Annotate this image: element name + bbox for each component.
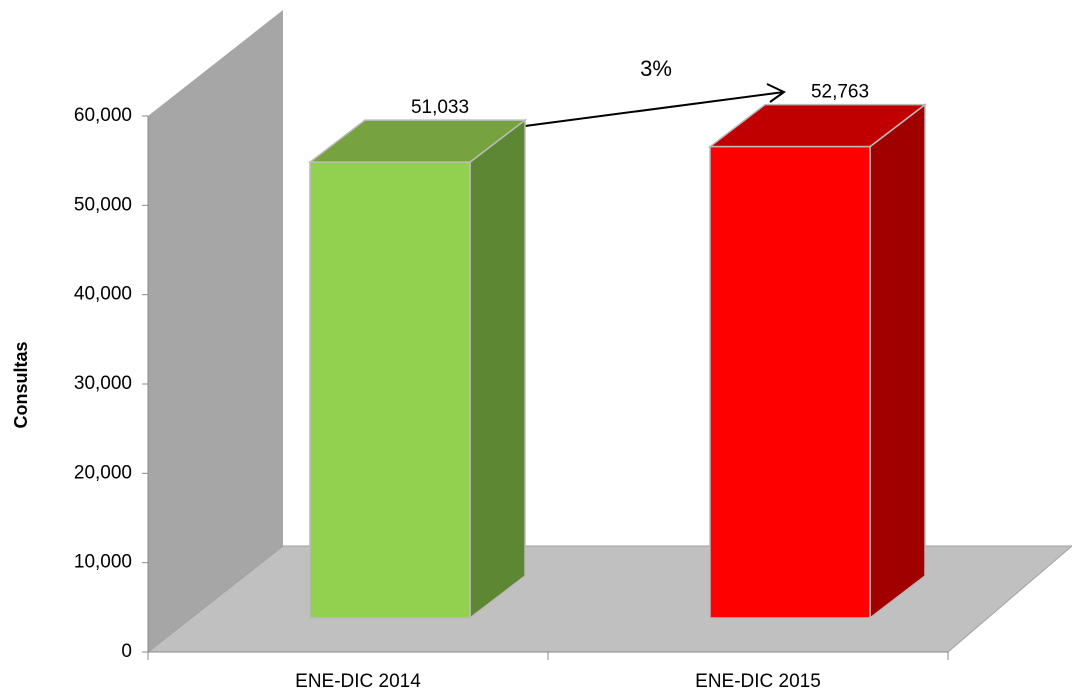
value-label: 51,033 [411, 97, 469, 118]
value-label: 52,763 [811, 82, 869, 103]
x-tick-label: ENE-DIC 2014 [295, 671, 421, 692]
y-tick-label: 60,000 [74, 105, 132, 126]
floor [146, 545, 1072, 653]
bar-side [869, 103, 926, 620]
y-tick-label: 50,000 [74, 194, 132, 215]
y-tick-label: 20,000 [74, 462, 132, 483]
y-tick-label: 10,000 [74, 552, 132, 573]
back-wall [148, 10, 283, 652]
bar-side [469, 118, 526, 620]
annotation: 3% [640, 56, 672, 81]
y-tick-label: 40,000 [74, 284, 132, 305]
bar [309, 161, 471, 619]
y-axis-label: Consultas [11, 341, 31, 428]
y-tick-label: 30,000 [74, 373, 132, 394]
y-tick-label: 0 [121, 641, 132, 662]
growth-arrow [524, 91, 785, 127]
bar [709, 145, 871, 619]
x-tick-label: ENE-DIC 2015 [695, 671, 821, 692]
arrow-head [766, 83, 786, 103]
